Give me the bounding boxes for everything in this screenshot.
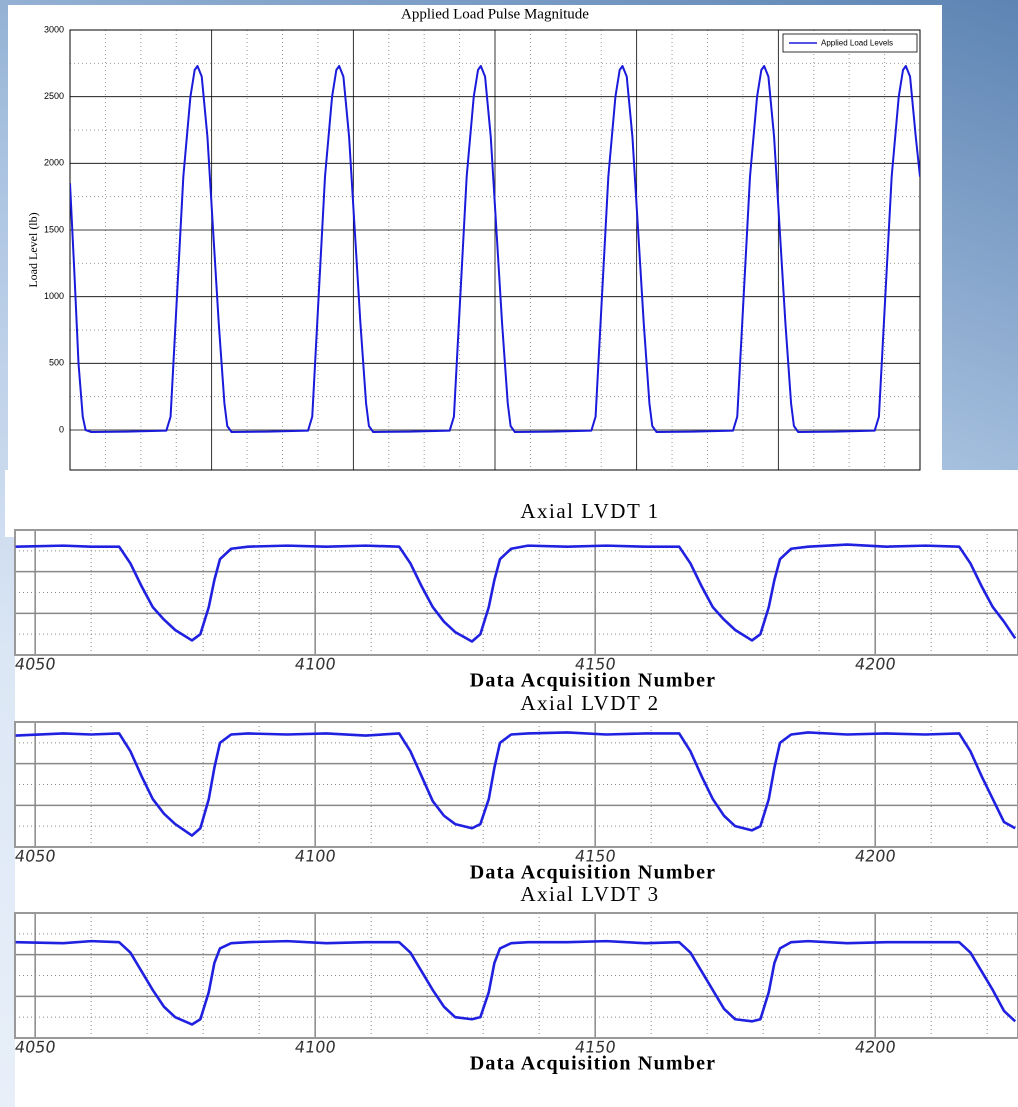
x-tick-label: 4100	[294, 1038, 337, 1057]
chart-title: Axial LVDT 1	[520, 499, 659, 523]
x-tick-label: 4150	[574, 847, 617, 866]
data-line	[15, 939, 1017, 1026]
x-tick-label: 4050	[14, 847, 57, 866]
y-tick-label: 2500	[44, 91, 64, 101]
plot-frame	[14, 912, 1018, 1039]
top-panel	[8, 5, 942, 470]
bottom-panel	[5, 470, 1018, 537]
x-tick-label: 4050	[14, 1038, 57, 1057]
x-tick-label: 4150	[574, 655, 617, 674]
x-axis-label: Data Acquisition Number	[470, 670, 717, 692]
y-tick-label: 0	[59, 424, 64, 434]
x-tick-label: 4050	[14, 655, 57, 674]
data-line	[15, 731, 1016, 837]
x-tick-label: 4200	[854, 655, 897, 674]
plot-frame	[14, 721, 1018, 848]
plot-frame	[14, 529, 1018, 656]
chart-title: Axial LVDT 3	[520, 882, 659, 906]
chart-title: Applied Load Pulse Magnitude	[401, 6, 589, 22]
bottom-panel	[15, 537, 1018, 1107]
data-line	[15, 543, 1017, 643]
y-tick-label: 1500	[44, 224, 64, 234]
x-tick-label: 4200	[854, 1038, 897, 1057]
y-tick-label: 1000	[44, 291, 64, 301]
chart-title: Axial LVDT 2	[520, 691, 659, 715]
y-axis-label: Load Level (lb)	[26, 212, 40, 287]
y-tick-label: 500	[49, 358, 64, 368]
x-tick-label: 4100	[294, 847, 337, 866]
plot-frame	[69, 29, 921, 471]
x-axis-label: Data Acquisition Number	[470, 862, 717, 884]
x-axis-label: Data Acquisition Number	[470, 1053, 717, 1075]
legend-label: Applied Load Levels	[821, 39, 893, 48]
legend-box	[782, 33, 918, 53]
data-line	[70, 65, 920, 433]
x-tick-label: 4150	[574, 1038, 617, 1057]
y-tick-label: 3000	[44, 24, 64, 34]
x-tick-label: 4200	[854, 847, 897, 866]
y-tick-label: 2000	[44, 158, 64, 168]
x-tick-label: 4100	[294, 655, 337, 674]
